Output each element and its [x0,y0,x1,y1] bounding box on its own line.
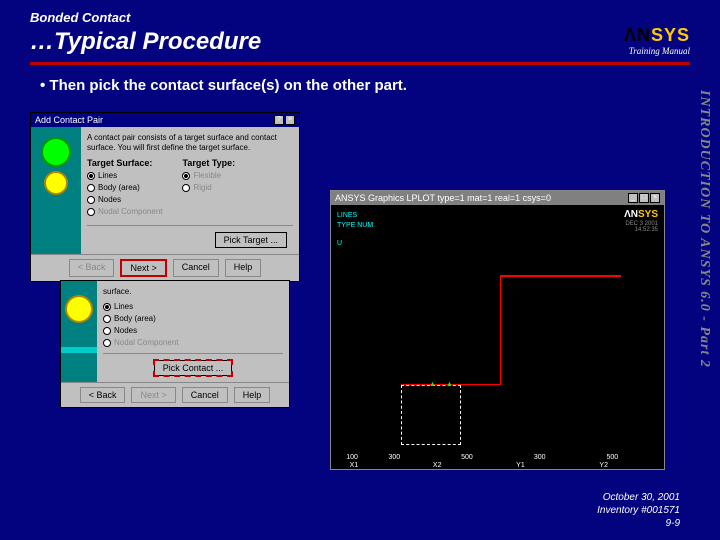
back-button[interactable]: < Back [80,387,126,403]
training-manual-label: Training Manual [624,46,690,56]
footer-page: 9-9 [597,517,680,530]
slide-footer: October 30, 2001 Inventory #001571 9-9 [597,491,680,530]
radio-body[interactable]: Body (area) [87,183,162,192]
dialog-titlebar[interactable]: Add Contact Pair ? × [31,113,299,127]
plot-legend-text: LINES TYPE NUM U [337,211,373,248]
target-type-label: Target Type: [182,158,235,168]
close-icon[interactable]: × [650,193,660,203]
target-type-group: Target Type: Flexible Rigid [182,158,235,219]
radio-lines[interactable]: Lines [87,171,162,180]
next-button: Next > [131,387,175,403]
contact-surface-dialog: surface. Lines Body (area) Nodes Nodal C… [60,280,290,408]
radio-icon [87,172,95,180]
dialog-button-row: < Back Next > Cancel Help [61,382,289,407]
wizard-sidebar [61,281,97,382]
dialog-title: Add Contact Pair [35,115,103,125]
graphics-title: ANSYS Graphics LPLOT type=1 mat=1 real=1… [335,193,551,203]
radio-body[interactable]: Body (area) [103,314,283,323]
ansys-graphics-window: ANSYS Graphics LPLOT type=1 mat=1 real=1… [330,190,665,470]
header-divider [30,62,690,65]
surface-label: surface. [103,287,283,296]
radio-icon [182,172,190,180]
part-dashed-outline [401,385,461,445]
target-surface-label: Target Surface: [87,158,162,168]
topic-label: Bonded Contact [30,10,690,25]
radio-icon [103,315,111,323]
page-title: …Typical Procedure [30,28,261,56]
radio-icon [182,184,190,192]
radio-icon [103,327,111,335]
radio-flexible: Flexible [182,171,235,180]
marker-y: ▲ [446,381,453,388]
help-button[interactable]: Help [225,259,262,277]
help-button[interactable]: Help [234,387,271,403]
footer-date: October 30, 2001 [597,491,680,504]
radio-icon [103,303,111,311]
teal-bar [61,347,97,353]
radio-lines[interactable]: Lines [103,302,283,311]
add-contact-pair-dialog: Add Contact Pair ? × A contact pair cons… [30,112,300,282]
slide-header: Bonded Contact …Typical Procedure ΛNSYS … [0,0,720,56]
window-controls: _ □ × [628,193,660,203]
yellow-circle-icon [65,295,93,323]
radio-nodes[interactable]: Nodes [103,326,283,335]
radio-nodal-component: Nodal Component [87,207,162,216]
dialog-description: A contact pair consists of a target surf… [87,133,293,152]
plot-area: ΛNSYS DEC 3 2001 14:52:35 LINES TYPE NUM… [331,205,664,469]
part-red-lines [501,275,621,277]
footer-inventory: Inventory #001571 [597,504,680,517]
radio-nodal-component: Nodal Component [103,338,283,347]
radio-nodes[interactable]: Nodes [87,195,162,204]
part-red-lines [401,275,501,385]
bullet-text: • Then pick the contact surface(s) on th… [40,77,720,94]
next-button[interactable]: Next > [120,259,166,277]
radio-rigid: Rigid [182,183,235,192]
wizard-sidebar [31,127,81,254]
pick-target-button[interactable]: Pick Target ... [215,232,287,248]
close-icon[interactable]: × [285,115,295,125]
marker-y: ▲ [429,381,436,388]
pick-contact-button[interactable]: Pick Contact ... [154,360,233,376]
help-icon[interactable]: ? [274,115,284,125]
dialog-button-row: < Back Next > Cancel Help [31,254,299,281]
cancel-button[interactable]: Cancel [173,259,219,277]
ansys-logo: ΛNSYS [624,25,690,45]
graphics-titlebar[interactable]: ANSYS Graphics LPLOT type=1 mat=1 real=1… [331,191,664,205]
axis-tick-values: 100300500300500 [331,454,664,461]
radio-icon [87,184,95,192]
minimize-icon[interactable]: _ [628,193,638,203]
back-button: < Back [69,259,115,277]
vertical-course-title: INTRODUCTION TO ANSYS 6.0 - Part 2 [696,90,712,368]
axis-labels: X1X2Y1Y2 [331,462,664,469]
radio-icon [103,339,111,347]
radio-icon [87,208,95,216]
logo-area: ΛNSYS Training Manual [624,25,690,56]
radio-icon [87,196,95,204]
window-controls: ? × [274,115,295,125]
yellow-circle-icon [44,171,68,195]
plot-metadata: DEC 3 2001 14:52:35 [625,221,658,233]
green-circle-icon [41,137,71,167]
ansys-logo: ΛNSYS [624,209,658,220]
maximize-icon[interactable]: □ [639,193,649,203]
cancel-button[interactable]: Cancel [182,387,228,403]
target-surface-group: Target Surface: Lines Body (area) Nodes … [87,158,162,219]
